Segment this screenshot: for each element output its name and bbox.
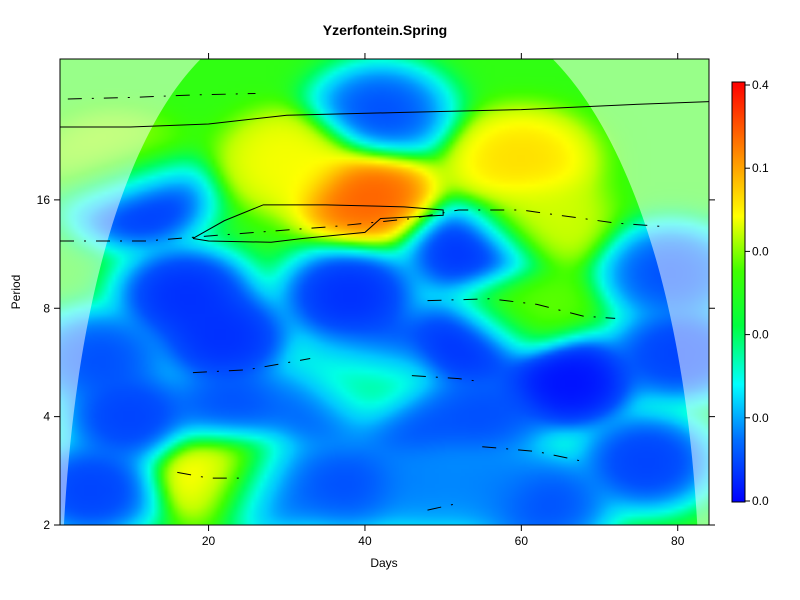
ridge-line <box>427 502 459 511</box>
y-tick-label: 16 <box>37 193 51 207</box>
y-tick-label: 2 <box>43 518 50 532</box>
x-axis-label: Days <box>370 556 397 570</box>
y-tick-label: 8 <box>43 301 50 315</box>
ridge-line <box>60 209 663 242</box>
y-axis-label: Period <box>9 275 23 310</box>
significance-contour <box>192 204 444 243</box>
colorbar-gradient <box>731 81 746 503</box>
colorbar: 0.4 0.1 0.0 0.0 0.0 0.0 <box>731 78 769 508</box>
colorbar-tick-label: 0.1 <box>752 161 769 175</box>
ridge-line <box>192 358 311 374</box>
plot-area <box>60 59 709 525</box>
x-tick-label: 20 <box>202 534 216 548</box>
colorbar-tick-label: 0.0 <box>752 494 769 508</box>
colorbar-tick-label: 0.0 <box>752 244 769 258</box>
colorbar-tick-label: 0.0 <box>752 411 769 425</box>
y-tick-label: 4 <box>43 410 50 424</box>
y-axis: 2 4 8 16 <box>37 193 715 532</box>
ridge-line <box>177 471 240 479</box>
significance-contours <box>60 101 709 243</box>
x-axis: 20 40 60 80 <box>202 53 685 548</box>
chart-title: Yzerfontein.Spring <box>323 22 447 38</box>
colorbar-tick-label: 0.4 <box>752 78 769 92</box>
cone-of-influence <box>60 59 709 525</box>
significance-contour <box>60 101 709 128</box>
x-tick-label: 60 <box>515 534 529 548</box>
ridge-line <box>411 375 483 383</box>
ridge-lines <box>60 92 663 511</box>
colorbar-tick-label: 0.0 <box>752 328 769 342</box>
colorbar-ticks: 0.4 0.1 0.0 0.0 0.0 0.0 <box>745 78 769 508</box>
power-heatmap <box>60 59 709 525</box>
x-tick-label: 80 <box>671 534 685 548</box>
ridge-line <box>427 298 616 319</box>
plot-frame <box>59 58 710 526</box>
ridge-line <box>67 92 256 100</box>
x-tick-label: 40 <box>358 534 372 548</box>
